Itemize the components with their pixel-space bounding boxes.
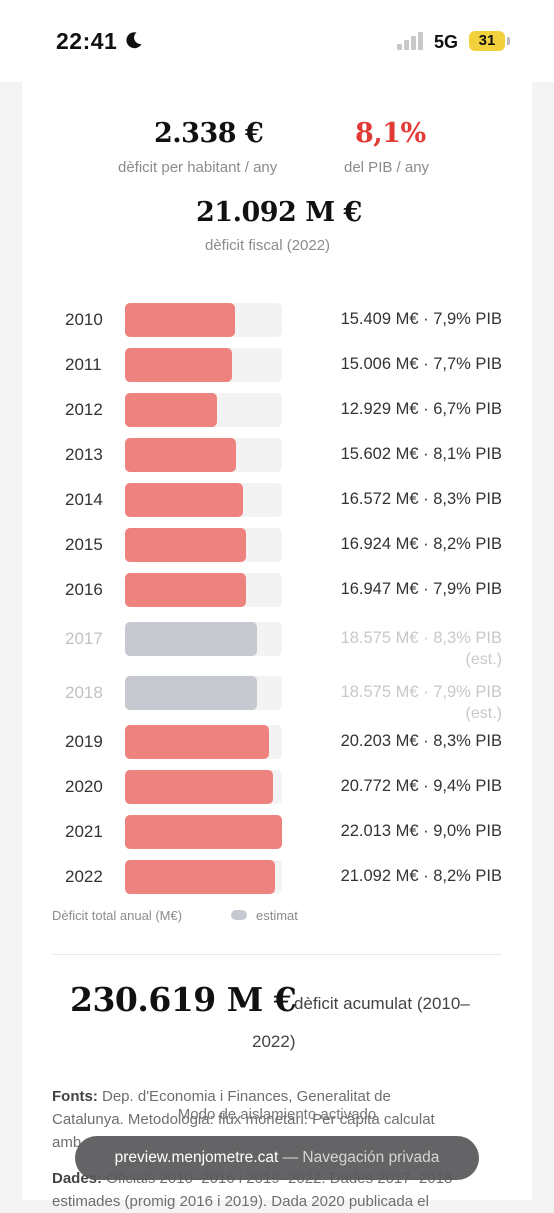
legend-estimate-label: estimat [256,908,298,923]
isolation-mode-toast: Modo de aislamiento activado [177,1106,377,1123]
bar-year-label: 2015 [65,535,103,554]
url-domain: preview.menjometre.cat [114,1149,279,1166]
bar-value-label: 16.924 M€ · 8,2% PIB [340,535,502,553]
sources-line-2: Catalunya. Metodologia: flux monetari. P… [52,1111,435,1128]
bar-year-label: 2019 [65,732,103,751]
chart-axis-label: Dèficit total anual (M€) [52,908,183,923]
bar-value-label: 12.929 M€ · 6,7% PIB [340,400,502,418]
bar-value-label: 16.572 M€ · 8,3% PIB [340,490,502,508]
bar-track [125,770,282,804]
bar-2020 [125,770,273,804]
signal-icon [397,32,427,50]
bar-2015 [125,528,246,562]
bar-track [125,483,282,517]
bar-year-label: 2013 [65,445,103,464]
sources-note: Fonts: Dep. d'Economia i Finances, Gener… [52,1085,512,1154]
network-type: 5G [434,32,459,52]
sources-line-1: Dep. d'Economia i Finances, Generalitat … [102,1088,391,1105]
bar-track [125,676,282,710]
bar-2018 [125,676,257,710]
moon-icon [126,32,142,49]
legend-estimate-swatch [231,910,247,920]
bar-year-label: 2021 [65,822,103,841]
bar-track [125,725,282,759]
bar-track [125,528,282,562]
cumulative-label: dèficit acumulat (2010– [294,994,470,1013]
cumulative-label-cont: 2022) [252,1032,296,1051]
per-capita-label: dèficit per habitant / any [118,159,278,176]
bar-value-label: 18.575 M€ · 8,3% PIB [340,629,502,647]
bar-track [125,438,282,472]
bar-2021 [125,815,282,849]
private-mode-label: — Navegación privada [282,1149,440,1166]
status-time: 22:41 [56,28,118,54]
battery-cap [507,37,510,45]
bar-value-label: 15.006 M€ · 7,7% PIB [340,355,502,373]
bar-year-label: 2010 [65,310,103,329]
bar-value-label: 20.203 M€ · 8,3% PIB [340,732,502,750]
status-bar: 22:41 5G 31 [0,0,554,82]
bar-year-label: 2020 [65,777,103,796]
bar-year-label: 2017 [65,629,103,648]
bar-2013 [125,438,236,472]
bar-estimate-note: (est.) [465,651,502,668]
bar-track [125,815,282,849]
content-card: 2.338 € dèficit per habitant / any 8,1% … [22,82,532,1210]
per-capita-value: 2.338 € [154,118,264,149]
bar-2010 [125,303,235,337]
gdp-label: del PIB / any [344,159,430,176]
bar-value-label: 21.092 M€ · 8,2% PIB [340,867,502,885]
bar-2016 [125,573,246,607]
browser-url-bar[interactable]: preview.menjometre.cat — Navegación priv… [75,1136,479,1180]
bar-2014 [125,483,243,517]
fiscal-deficit-value: 21.092 M € [196,197,362,228]
bar-year-label: 2016 [65,580,103,599]
bar-2017 [125,622,257,656]
bar-track [125,348,282,382]
bar-year-label: 2018 [65,683,103,702]
bar-track [125,393,282,427]
bar-track [125,573,282,607]
bar-track [125,860,282,894]
bar-value-label: 15.409 M€ · 7,9% PIB [340,310,502,328]
bar-2011 [125,348,232,382]
bar-2022 [125,860,275,894]
data-line-2: estimades (promig 2016 i 2019). Dada 202… [52,1193,429,1210]
bar-value-label: 16.947 M€ · 7,9% PIB [340,580,502,598]
fiscal-deficit-label: dèficit fiscal (2022) [205,237,331,254]
bar-year-label: 2012 [65,400,103,419]
battery-level: 31 [478,32,496,49]
bar-estimate-note: (est.) [465,705,502,722]
bar-track [125,622,282,656]
gdp-value: 8,1% [355,118,426,149]
bar-track [125,303,282,337]
battery-icon: 31 [469,31,505,51]
divider [52,954,502,955]
sources-line-3: amb [52,1134,82,1151]
bar-value-label: 18.575 M€ · 7,9% PIB [340,683,502,701]
bar-2019 [125,725,269,759]
bar-value-label: 15.602 M€ · 8,1% PIB [340,445,502,463]
sources-heading: Fonts: [52,1088,98,1105]
bar-2012 [125,393,217,427]
bar-value-label: 20.772 M€ · 9,4% PIB [340,777,502,795]
bar-value-label: 22.013 M€ · 9,0% PIB [340,822,502,840]
bar-year-label: 2014 [65,490,103,509]
cumulative-value: 230.619 M € [70,980,297,1019]
bar-year-label: 2011 [65,355,102,374]
bar-year-label: 2022 [65,867,103,886]
